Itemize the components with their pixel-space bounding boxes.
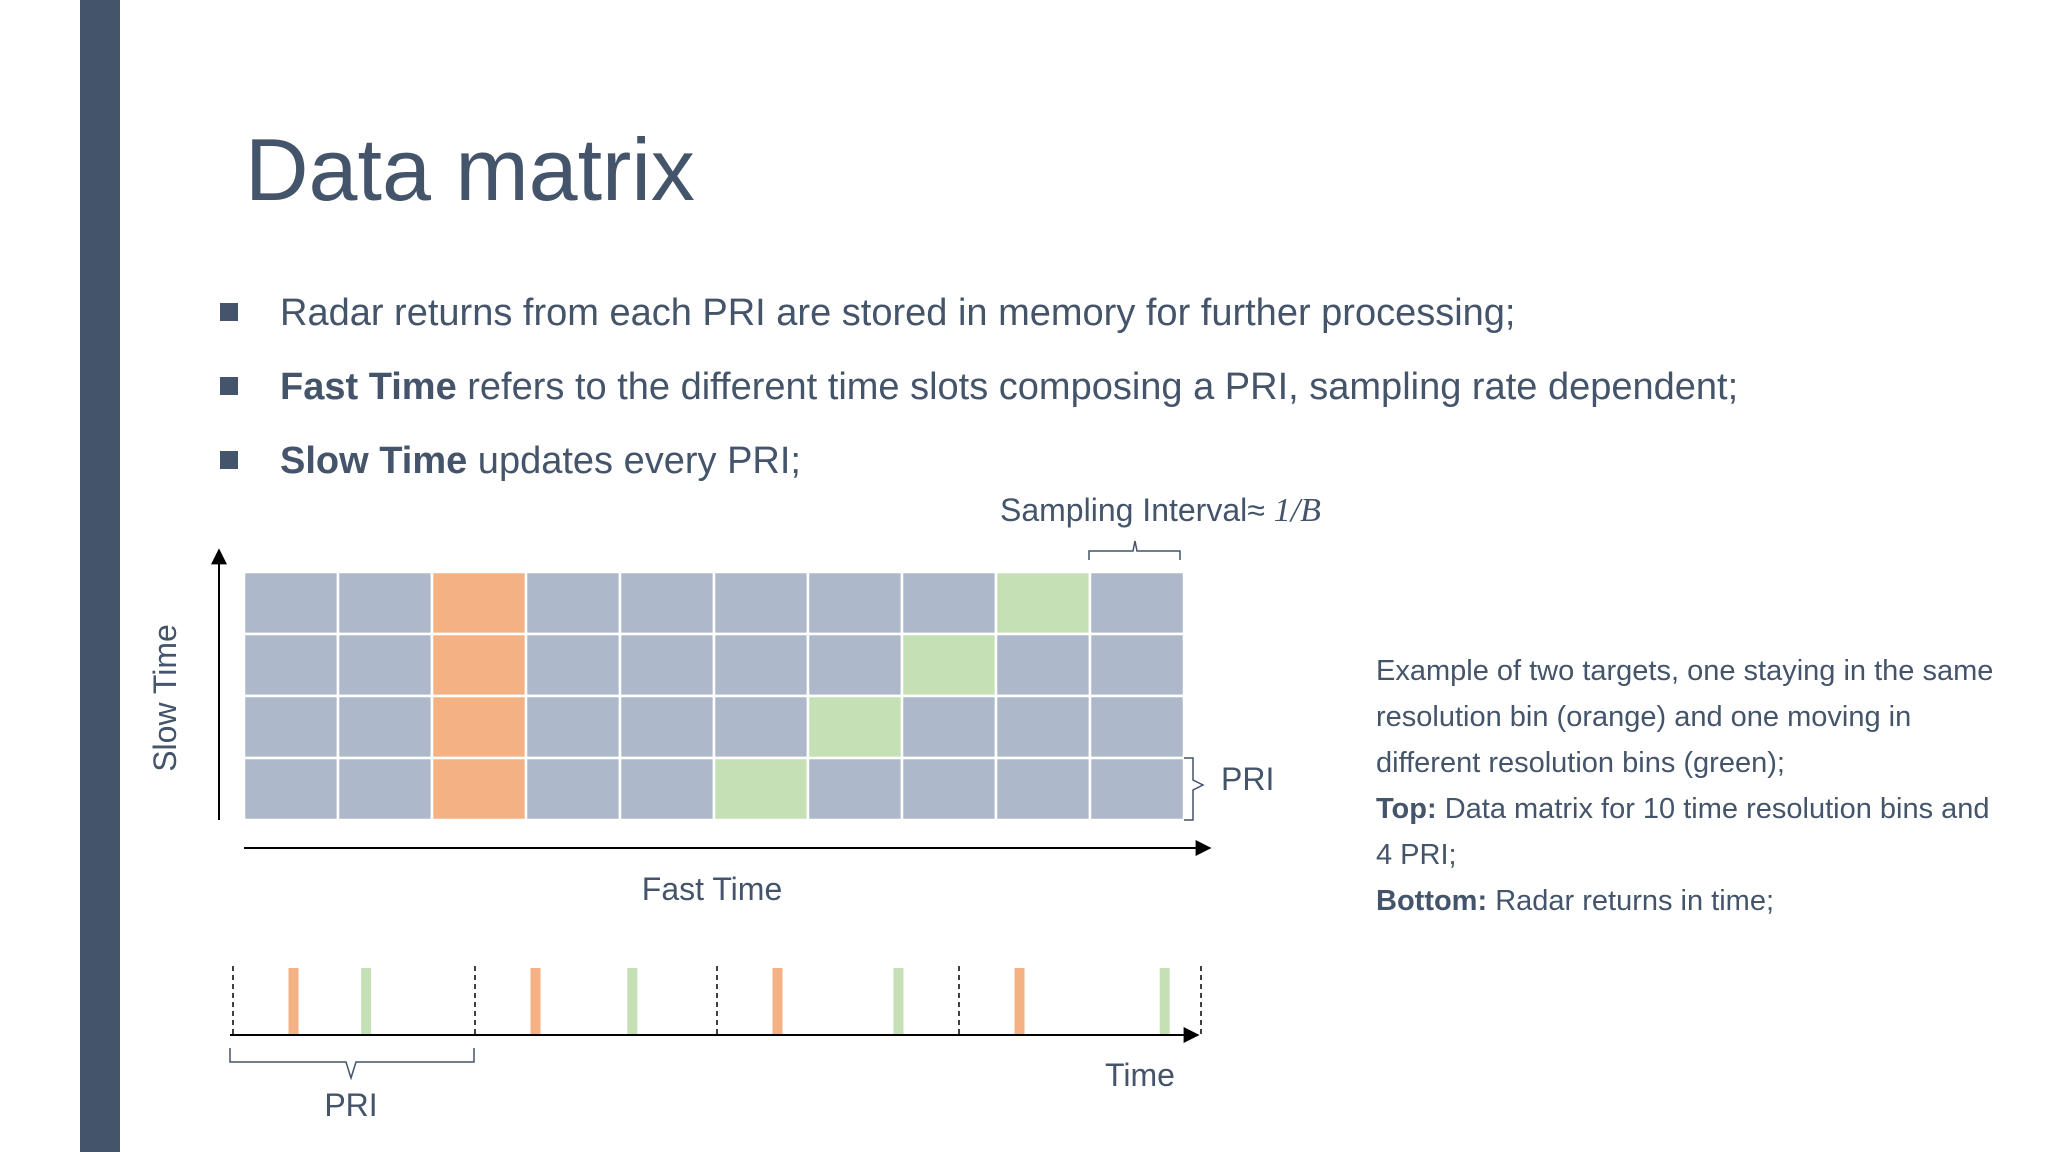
matrix-cell: [994, 694, 1092, 760]
matrix-cell: [618, 570, 716, 636]
orange-return-pulse: [288, 968, 299, 1034]
time-label: Time: [1105, 1057, 1175, 1093]
bullet-term: Fast Time: [280, 366, 457, 408]
matrix-cell: [524, 756, 622, 822]
matrix-cell: [336, 570, 434, 636]
green-return-pulse: [361, 968, 372, 1034]
matrix-cell: [336, 694, 434, 760]
bullet-text: Slow Time updates every PRI;: [280, 440, 801, 482]
slide-title: Data matrix: [245, 120, 695, 219]
green-return-pulse: [893, 968, 904, 1034]
orange-return-pulse: [772, 968, 783, 1034]
bullet-text: Fast Time refers to the different time s…: [280, 366, 1739, 408]
pri-timeline-brace: [229, 1048, 475, 1081]
bullet-text: Radar returns from each PRI are stored i…: [280, 292, 1516, 334]
green-return-pulse: [627, 968, 638, 1034]
matrix-cell: [524, 570, 622, 636]
matrix-cell: [900, 694, 998, 760]
matrix-cell-orange-target: [430, 694, 528, 760]
matrix-cell: [900, 570, 998, 636]
pri-row-label: PRI: [1221, 761, 1274, 797]
matrix-cell-green-target: [994, 570, 1092, 636]
matrix-cell: [1088, 632, 1186, 698]
pri-row-brace: [1184, 757, 1205, 821]
matrix-cell: [524, 694, 622, 760]
caption-top: Top: Data matrix for 10 time resolution …: [1376, 793, 1990, 871]
sampling-interval-brace: [1088, 540, 1181, 560]
matrix-cell: [336, 632, 434, 698]
sampling-interval-label: Sampling Interval≈ 1/B: [1000, 492, 1321, 529]
bullet-square-icon: [220, 451, 238, 469]
matrix-cell-orange-target: [430, 756, 528, 822]
matrix-cell: [242, 756, 340, 822]
bullet-square-icon: [220, 303, 238, 321]
matrix-cell-green-target: [806, 694, 904, 760]
matrix-cell-green-target: [900, 632, 998, 698]
matrix-cell: [242, 694, 340, 760]
matrix-cell: [712, 570, 810, 636]
green-return-pulse: [1159, 968, 1170, 1034]
matrix-cell: [806, 756, 904, 822]
matrix-cell: [1088, 756, 1186, 822]
matrix-cell: [994, 632, 1092, 698]
matrix-cell: [1088, 570, 1186, 636]
matrix-cell: [994, 756, 1092, 822]
matrix-cell-orange-target: [430, 632, 528, 698]
fast-time-label: Fast Time: [642, 871, 782, 907]
bullet-square-icon: [220, 377, 238, 395]
matrix-cell-green-target: [712, 756, 810, 822]
figure-caption: Example of two targets, one staying in t…: [1376, 648, 1996, 924]
slow-time-label: Slow Time: [147, 624, 183, 772]
matrix-cell: [1088, 694, 1186, 760]
matrix-cell: [712, 694, 810, 760]
matrix-cell: [618, 756, 716, 822]
orange-return-pulse: [530, 968, 541, 1034]
matrix-cell: [618, 694, 716, 760]
matrix-cell: [242, 570, 340, 636]
side-accent-bar: [80, 0, 120, 1152]
matrix-cell: [806, 632, 904, 698]
matrix-cell: [336, 756, 434, 822]
matrix-cell: [806, 570, 904, 636]
caption-bottom: Bottom: Radar returns in time;: [1376, 885, 1775, 917]
matrix-cell: [712, 632, 810, 698]
matrix-cell: [900, 756, 998, 822]
data-matrix-grid: [242, 570, 1186, 822]
caption-intro: Example of two targets, one staying in t…: [1376, 655, 1994, 779]
matrix-cell-orange-target: [430, 570, 528, 636]
matrix-cell: [242, 632, 340, 698]
pri-timeline-label: PRI: [324, 1087, 377, 1123]
matrix-cell: [524, 632, 622, 698]
orange-return-pulse: [1014, 968, 1025, 1034]
radar-returns-timeline: [232, 966, 1202, 1035]
matrix-cell: [618, 632, 716, 698]
bullet-term: Slow Time: [280, 440, 468, 482]
